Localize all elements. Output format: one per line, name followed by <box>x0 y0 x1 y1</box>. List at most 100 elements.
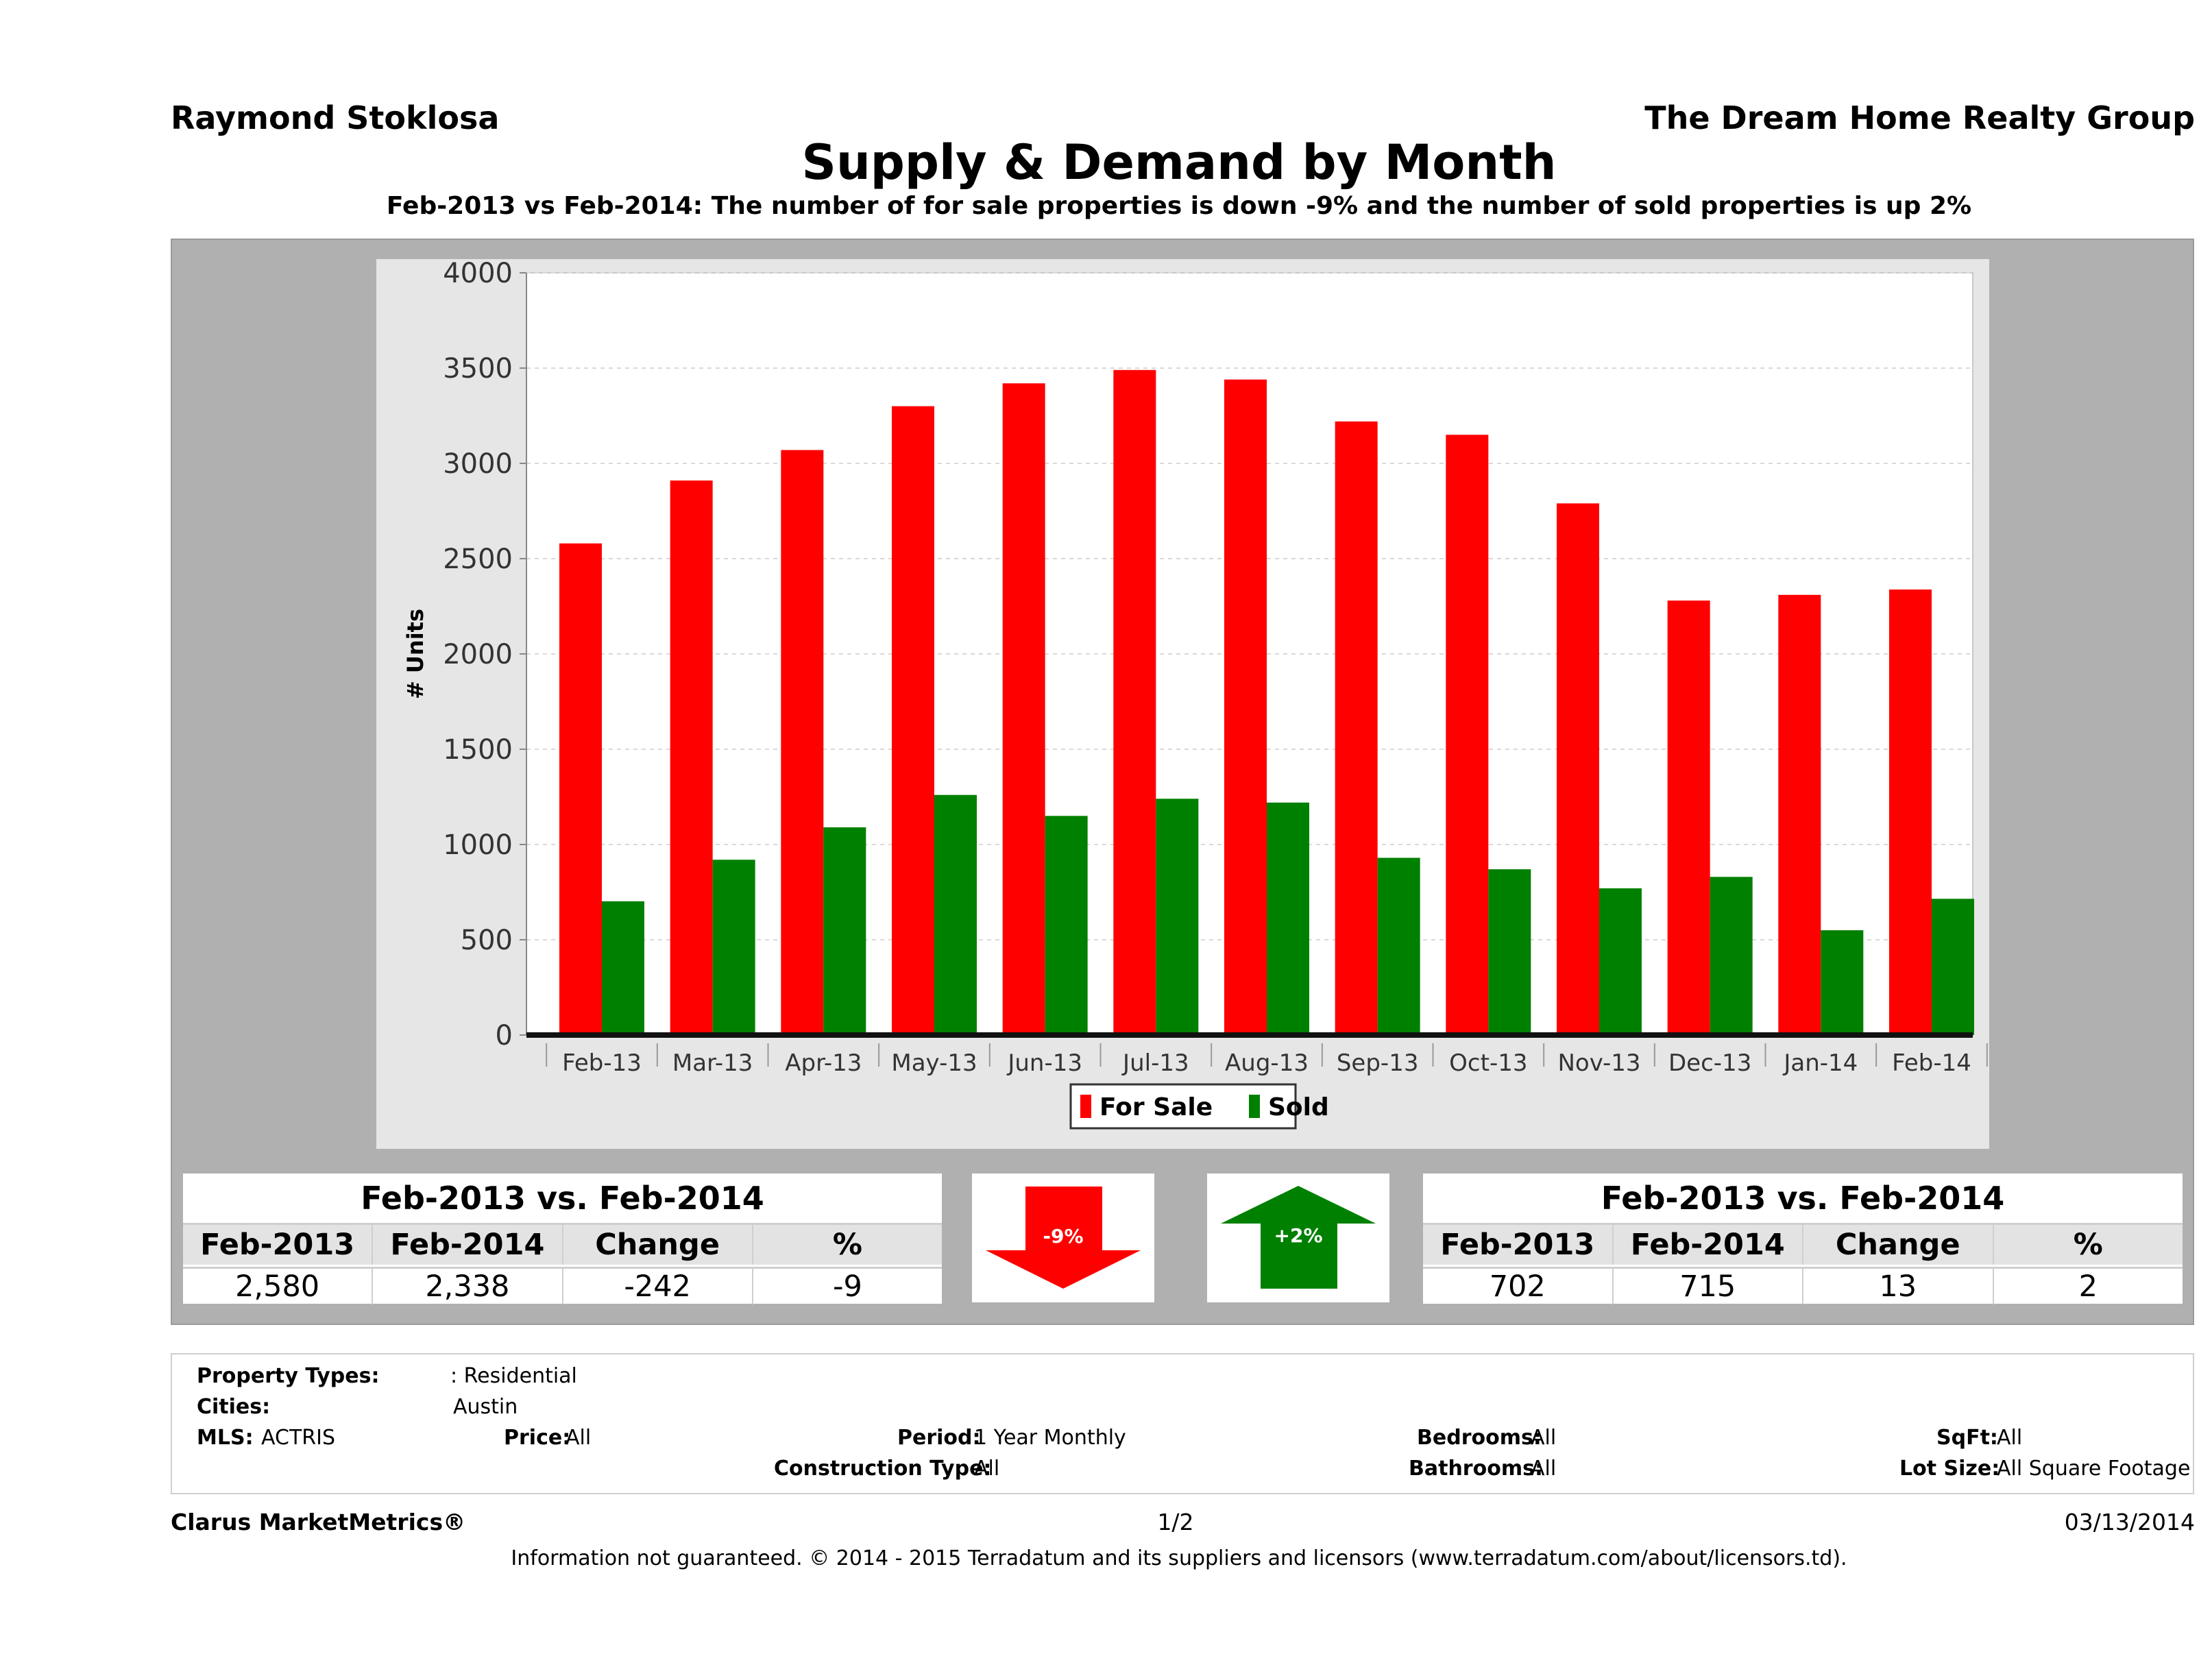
x-tick-label: Sep-13 <box>1337 1049 1419 1077</box>
x-tick-label: Jun-13 <box>1006 1049 1082 1077</box>
down-arrow-icon: -9% <box>986 1187 1141 1289</box>
bar-sold <box>1267 802 1309 1035</box>
x-tick-label: Nov-13 <box>1558 1049 1641 1077</box>
down-arrow-label: -9% <box>1043 1225 1083 1248</box>
disclaimer: Information not guaranteed. © 2014 - 201… <box>511 1546 1847 1570</box>
price-label: Price: <box>504 1426 571 1450</box>
bar-for-sale <box>1889 589 1932 1035</box>
legend-label: Sold <box>1268 1093 1329 1121</box>
property-types-value: : Residential <box>450 1364 577 1388</box>
bar-sold <box>1821 930 1864 1035</box>
y-tick-label: 3000 <box>443 448 513 480</box>
for-sale-table-header-row: Feb-2013 Feb-2014 Change % <box>183 1225 942 1265</box>
construction-type-value: All <box>974 1457 1000 1481</box>
bar-sold <box>1599 888 1642 1035</box>
up-arrow-icon: +2% <box>1221 1186 1376 1289</box>
y-tick-label: 0 <box>496 1020 513 1051</box>
for-sale-table-caption: Feb-2013 vs. Feb-2014 <box>183 1174 942 1225</box>
bar-sold <box>1932 899 1974 1035</box>
cities-label: Cities: <box>197 1395 271 1419</box>
bar-sold <box>712 860 755 1035</box>
table-cell: 702 <box>1423 1269 1614 1304</box>
x-tick-label: Dec-13 <box>1668 1049 1751 1077</box>
report-date: 03/13/2014 <box>2064 1509 2195 1535</box>
y-tick-label: 2500 <box>443 544 513 575</box>
bar-for-sale <box>1667 600 1710 1035</box>
y-tick-label: 4000 <box>443 258 513 289</box>
for-sale-table-value-row: 2,580 2,338 -242 -9 <box>183 1267 942 1304</box>
sold-table-caption: Feb-2013 vs. Feb-2014 <box>1423 1174 2183 1225</box>
y-tick-label: 1000 <box>443 829 513 861</box>
mls-label: MLS: <box>197 1426 254 1450</box>
bar-for-sale <box>1446 435 1489 1035</box>
x-tick-label: Oct-13 <box>1449 1049 1527 1077</box>
bedrooms-value: All <box>1531 1426 1557 1450</box>
table-header-cell: Change <box>1803 1225 1994 1265</box>
report-criteria: Property Types: : Residential Cities: Au… <box>171 1353 2194 1494</box>
x-tick-label: Jan-14 <box>1782 1049 1858 1077</box>
up-arrow-label: +2% <box>1274 1224 1323 1247</box>
bar-sold <box>1377 858 1420 1035</box>
x-tick-label: May-13 <box>891 1049 977 1077</box>
bathrooms-value: All <box>1531 1457 1557 1481</box>
x-tick-label: Mar-13 <box>672 1049 753 1077</box>
bar-sold <box>1156 799 1199 1035</box>
table-cell: 2,338 <box>373 1269 563 1304</box>
bar-for-sale <box>559 543 602 1035</box>
construction-type-label: Construction Type: <box>774 1457 992 1481</box>
y-tick-label: 1500 <box>443 734 513 766</box>
period-label: Period: <box>897 1426 981 1450</box>
x-tick-label: Jul-13 <box>1121 1049 1189 1077</box>
legend-swatch <box>1249 1095 1260 1118</box>
table-cell: 13 <box>1803 1269 1994 1304</box>
mls-value: ACTRIS <box>261 1426 336 1450</box>
footer-brand: Clarus MarketMetrics® <box>171 1509 466 1535</box>
for-sale-comparison-table: Feb-2013 vs. Feb-2014 Feb-2013 Feb-2014 … <box>183 1174 942 1304</box>
bar-sold <box>602 901 644 1035</box>
x-tick-label: Aug-13 <box>1225 1049 1309 1077</box>
table-header-cell: Feb-2013 <box>183 1225 374 1265</box>
table-header-cell: % <box>2073 1228 2103 1262</box>
y-tick-label: 500 <box>461 925 513 956</box>
bar-sold <box>1710 877 1753 1035</box>
x-tick-label: Feb-13 <box>562 1049 642 1077</box>
sold-table-header-row: Feb-2013 Feb-2014 Change % <box>1423 1225 2183 1265</box>
y-tick-label: 2000 <box>443 639 513 670</box>
bar-for-sale <box>1335 421 1378 1035</box>
bathrooms-label: Bathrooms: <box>1409 1457 1543 1481</box>
price-value: All <box>566 1426 592 1450</box>
page-number: 1/2 <box>1157 1509 1194 1535</box>
table-header-cell: Feb-2014 <box>1614 1225 1803 1265</box>
x-tick-label: Apr-13 <box>785 1049 862 1077</box>
bar-for-sale <box>1224 379 1267 1035</box>
table-cell: 715 <box>1614 1269 1803 1304</box>
table-cell: 2,580 <box>183 1269 374 1304</box>
bar-sold <box>1045 816 1088 1035</box>
for-sale-change-indicator: -9% <box>972 1174 1154 1302</box>
table-header-cell: Change <box>563 1225 753 1265</box>
bar-for-sale <box>670 481 713 1035</box>
table-header-cell: Feb-2014 <box>373 1225 563 1265</box>
bar-for-sale <box>1002 383 1045 1035</box>
bar-sold <box>934 794 977 1035</box>
bar-for-sale <box>1113 369 1156 1035</box>
table-cell: -242 <box>563 1269 753 1304</box>
report-subtitle: Feb-2013 vs Feb-2014: The number of for … <box>386 192 1972 220</box>
bar-for-sale <box>781 450 824 1035</box>
sqft-value: All <box>1997 1426 2023 1450</box>
sold-comparison-table: Feb-2013 vs. Feb-2014 Feb-2013 Feb-2014 … <box>1423 1174 2183 1304</box>
table-cell: -9 <box>832 1269 862 1304</box>
bar-for-sale <box>1557 503 1599 1035</box>
period-value: 1 Year Monthly <box>974 1426 1126 1450</box>
bedrooms-label: Bedrooms: <box>1417 1426 1542 1450</box>
y-axis-label: # Units <box>402 609 428 699</box>
report-title: Supply & Demand by Month <box>801 134 1557 191</box>
bar-sold <box>823 827 866 1035</box>
bar-for-sale <box>1778 594 1821 1035</box>
company-name: The Dream Home Realty Group <box>1644 99 2195 136</box>
cities-value: Austin <box>453 1395 518 1419</box>
lot-size-label: Lot Size: <box>1899 1457 2000 1481</box>
table-header-cell: Feb-2013 <box>1423 1225 1614 1265</box>
x-tick-label: Feb-14 <box>1892 1049 1971 1077</box>
